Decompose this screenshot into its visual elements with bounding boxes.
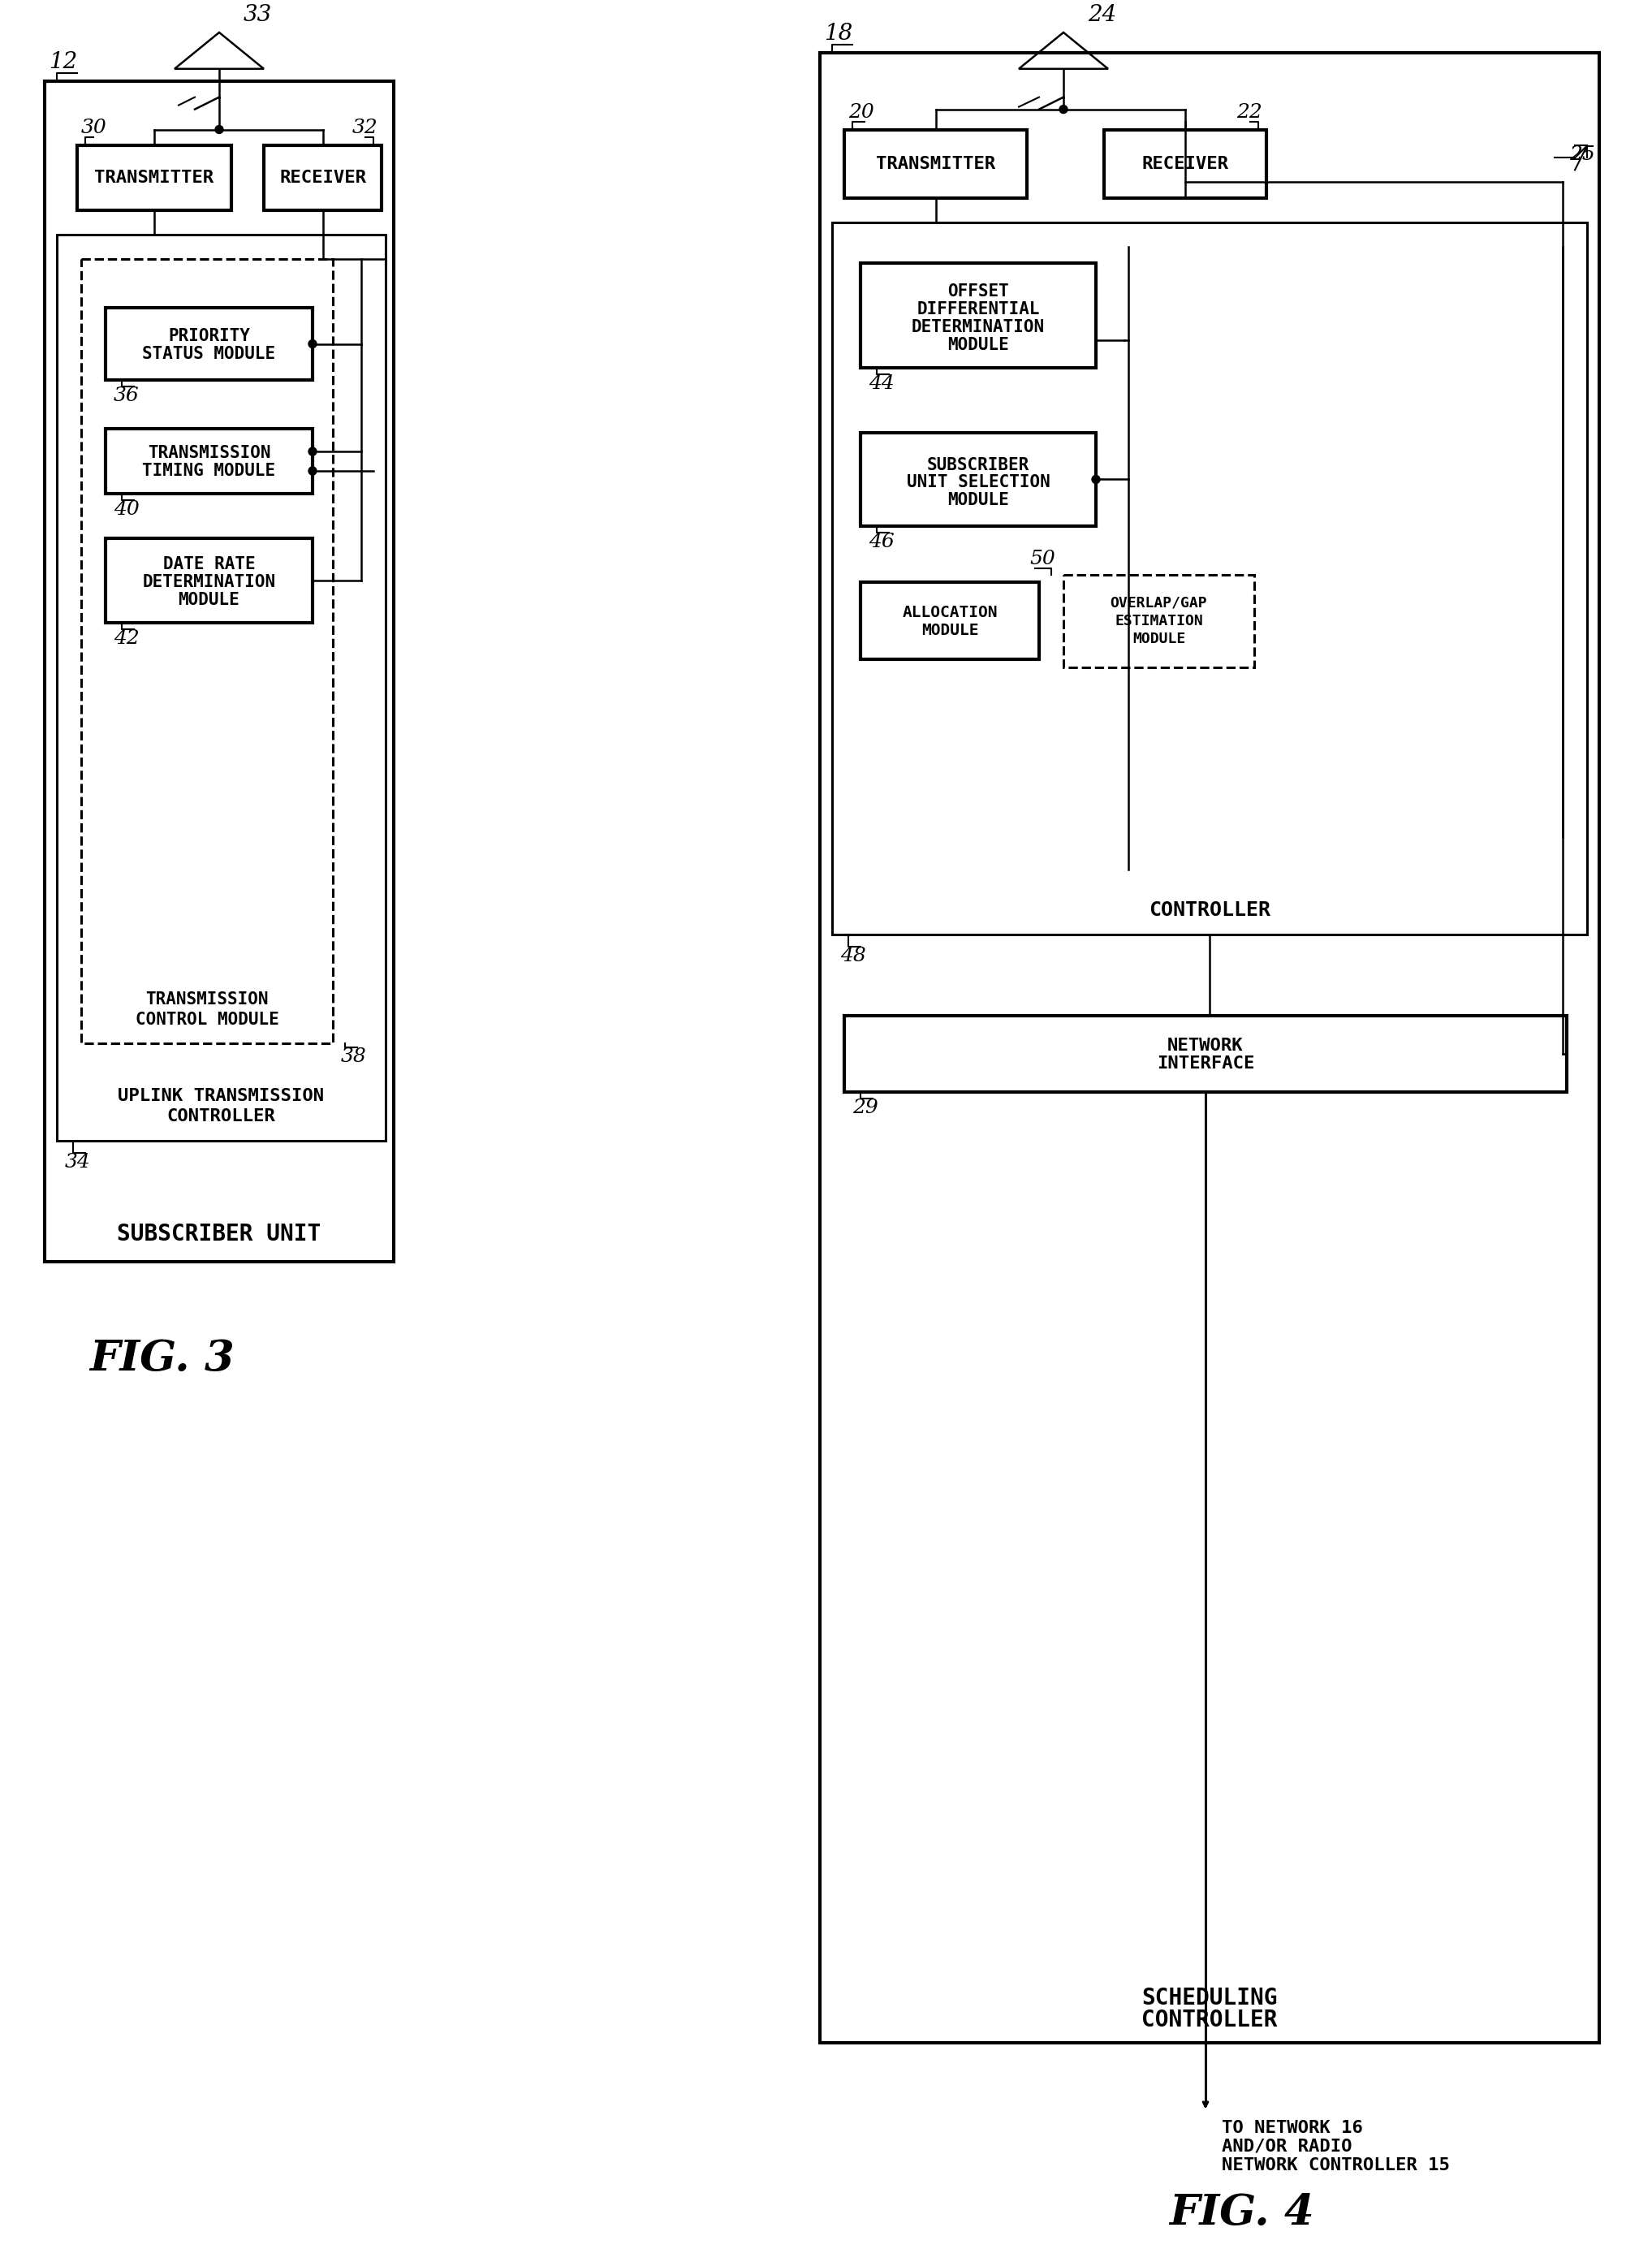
Text: 33: 33 [243, 4, 273, 27]
Text: 38: 38 [340, 1048, 367, 1066]
Text: UPLINK TRANSMISSION: UPLINK TRANSMISSION [117, 1089, 324, 1104]
Bar [45, 81, 393, 1262]
Text: MODULE: MODULE [922, 623, 978, 639]
Text: NETWORK: NETWORK [1168, 1037, 1244, 1055]
Bar [833, 223, 1588, 933]
Bar [264, 146, 382, 211]
Text: ALLOCATION: ALLOCATION [902, 605, 998, 621]
Text: ESTIMATION: ESTIMATION [1115, 614, 1203, 627]
Text: DIFFERENTIAL: DIFFERENTIAL [917, 301, 1039, 317]
Text: CONTROL MODULE: CONTROL MODULE [135, 1012, 279, 1028]
Text: 30: 30 [81, 119, 107, 137]
Text: RECEIVER: RECEIVER [279, 171, 367, 187]
Text: 36: 36 [114, 387, 139, 405]
Bar [56, 234, 385, 1140]
Text: TRANSMITTER: TRANSMITTER [876, 155, 995, 171]
Text: OFFSET: OFFSET [948, 283, 1009, 299]
Text: MODULE: MODULE [948, 337, 1009, 353]
Text: TO NETWORK 16
AND/OR RADIO
NETWORK CONTROLLER 15: TO NETWORK 16 AND/OR RADIO NETWORK CONTR… [1222, 2119, 1450, 2173]
Text: DETERMINATION: DETERMINATION [912, 319, 1044, 335]
Bar [819, 52, 1599, 2042]
Text: 12: 12 [48, 52, 78, 72]
Text: SUBSCRIBER UNIT: SUBSCRIBER UNIT [117, 1223, 320, 1246]
Text: TRANSMISSION: TRANSMISSION [145, 992, 269, 1008]
Bar [861, 263, 1095, 369]
Text: TIMING MODULE: TIMING MODULE [142, 463, 276, 479]
Text: CONTROLLER: CONTROLLER [167, 1109, 276, 1124]
Text: TRANSMITTER: TRANSMITTER [94, 171, 215, 187]
Bar [78, 146, 231, 211]
Text: 24: 24 [1087, 4, 1117, 27]
Text: 34: 34 [64, 1154, 91, 1172]
Text: 32: 32 [352, 119, 378, 137]
Text: FIG. 3: FIG. 3 [89, 1338, 235, 1381]
Text: PRIORITY: PRIORITY [169, 328, 249, 344]
Text: CONTROLLER: CONTROLLER [1148, 900, 1270, 920]
Text: MODULE: MODULE [948, 493, 1009, 508]
Bar [844, 130, 1028, 198]
Circle shape [309, 448, 317, 457]
Text: RECEIVER: RECEIVER [1142, 155, 1229, 171]
Text: TRANSMISSION: TRANSMISSION [147, 445, 271, 461]
Bar [106, 308, 312, 380]
Text: STATUS MODULE: STATUS MODULE [142, 346, 276, 362]
Bar [861, 582, 1039, 659]
Text: 50: 50 [1029, 549, 1056, 569]
Text: INTERFACE: INTERFACE [1156, 1055, 1254, 1071]
Bar [106, 430, 312, 493]
Text: SCHEDULING: SCHEDULING [1142, 1986, 1277, 2011]
Text: OVERLAP/GAP: OVERLAP/GAP [1110, 596, 1208, 609]
Text: 18: 18 [824, 22, 852, 45]
Text: 22: 22 [1237, 103, 1262, 121]
Text: FIG. 4: FIG. 4 [1170, 2193, 1315, 2233]
Text: CONTROLLER: CONTROLLER [1142, 2008, 1277, 2031]
Text: SUBSCRIBER: SUBSCRIBER [927, 457, 1029, 472]
Circle shape [1092, 475, 1100, 484]
Circle shape [309, 468, 317, 475]
Bar [1104, 130, 1267, 198]
Text: 29: 29 [852, 1100, 879, 1118]
Text: 20: 20 [849, 103, 874, 121]
Bar [81, 259, 332, 1044]
Bar [844, 1014, 1566, 1093]
Bar [1064, 573, 1254, 668]
Text: 48: 48 [841, 947, 866, 965]
Text: 44: 44 [869, 376, 894, 394]
Bar [106, 538, 312, 623]
Text: UNIT SELECTION: UNIT SELECTION [907, 475, 1051, 490]
Circle shape [1059, 106, 1067, 112]
Text: 40: 40 [114, 499, 139, 520]
Circle shape [215, 126, 223, 133]
Text: 42: 42 [114, 630, 139, 648]
Bar [861, 432, 1095, 526]
Text: DATE RATE: DATE RATE [164, 556, 254, 573]
Text: MODULE: MODULE [1132, 632, 1186, 645]
Text: 46: 46 [869, 533, 894, 551]
Circle shape [309, 340, 317, 349]
Text: MODULE: MODULE [178, 591, 240, 607]
Text: DETERMINATION: DETERMINATION [142, 573, 276, 589]
Text: 25: 25 [1569, 146, 1596, 164]
